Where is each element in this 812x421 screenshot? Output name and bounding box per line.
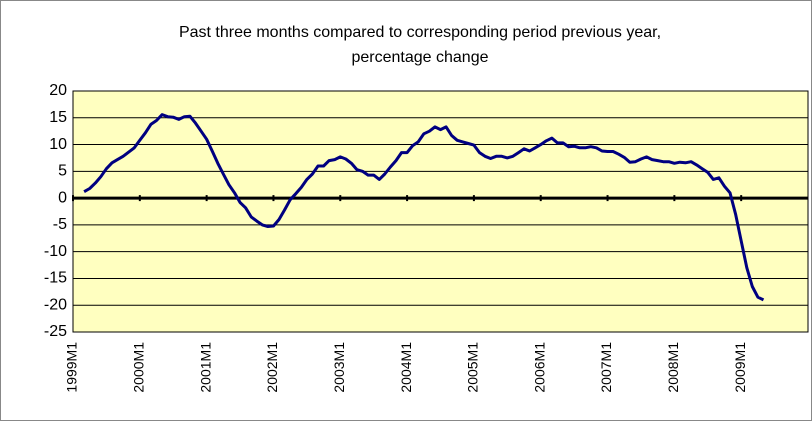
y-tick-label: 5 <box>58 163 67 180</box>
x-tick-label: 2004M1 <box>398 342 414 393</box>
chart-subtitle: percentage change <box>352 49 489 66</box>
x-tick-label: 2008M1 <box>665 342 681 393</box>
y-tick-label: 20 <box>49 82 67 99</box>
x-tick-label: 2009M1 <box>732 342 748 393</box>
x-tick-label: 2006M1 <box>531 342 547 393</box>
x-tick-label: 2001M1 <box>197 342 213 393</box>
x-tick-label: 2002M1 <box>264 342 280 393</box>
x-tick-label: 2005M1 <box>465 342 481 393</box>
y-tick-label: -15 <box>44 270 67 287</box>
x-tick-label: 1999M1 <box>64 342 80 393</box>
plot-area <box>72 90 809 333</box>
y-tick-label: -20 <box>44 296 67 313</box>
y-tick-label: 15 <box>49 109 67 126</box>
chart-title: Past three months compared to correspond… <box>179 24 661 41</box>
y-tick-label: 0 <box>58 189 67 206</box>
data-line <box>83 113 765 302</box>
x-tick-label: 2003M1 <box>331 342 347 393</box>
x-tick-label: 2000M1 <box>131 342 147 393</box>
y-tick-label: 10 <box>49 136 67 153</box>
x-tick-label: 2007M1 <box>598 342 614 393</box>
y-tick-label: -5 <box>53 216 67 233</box>
y-tick-label: -10 <box>44 243 67 260</box>
y-tick-label: -25 <box>44 323 67 340</box>
